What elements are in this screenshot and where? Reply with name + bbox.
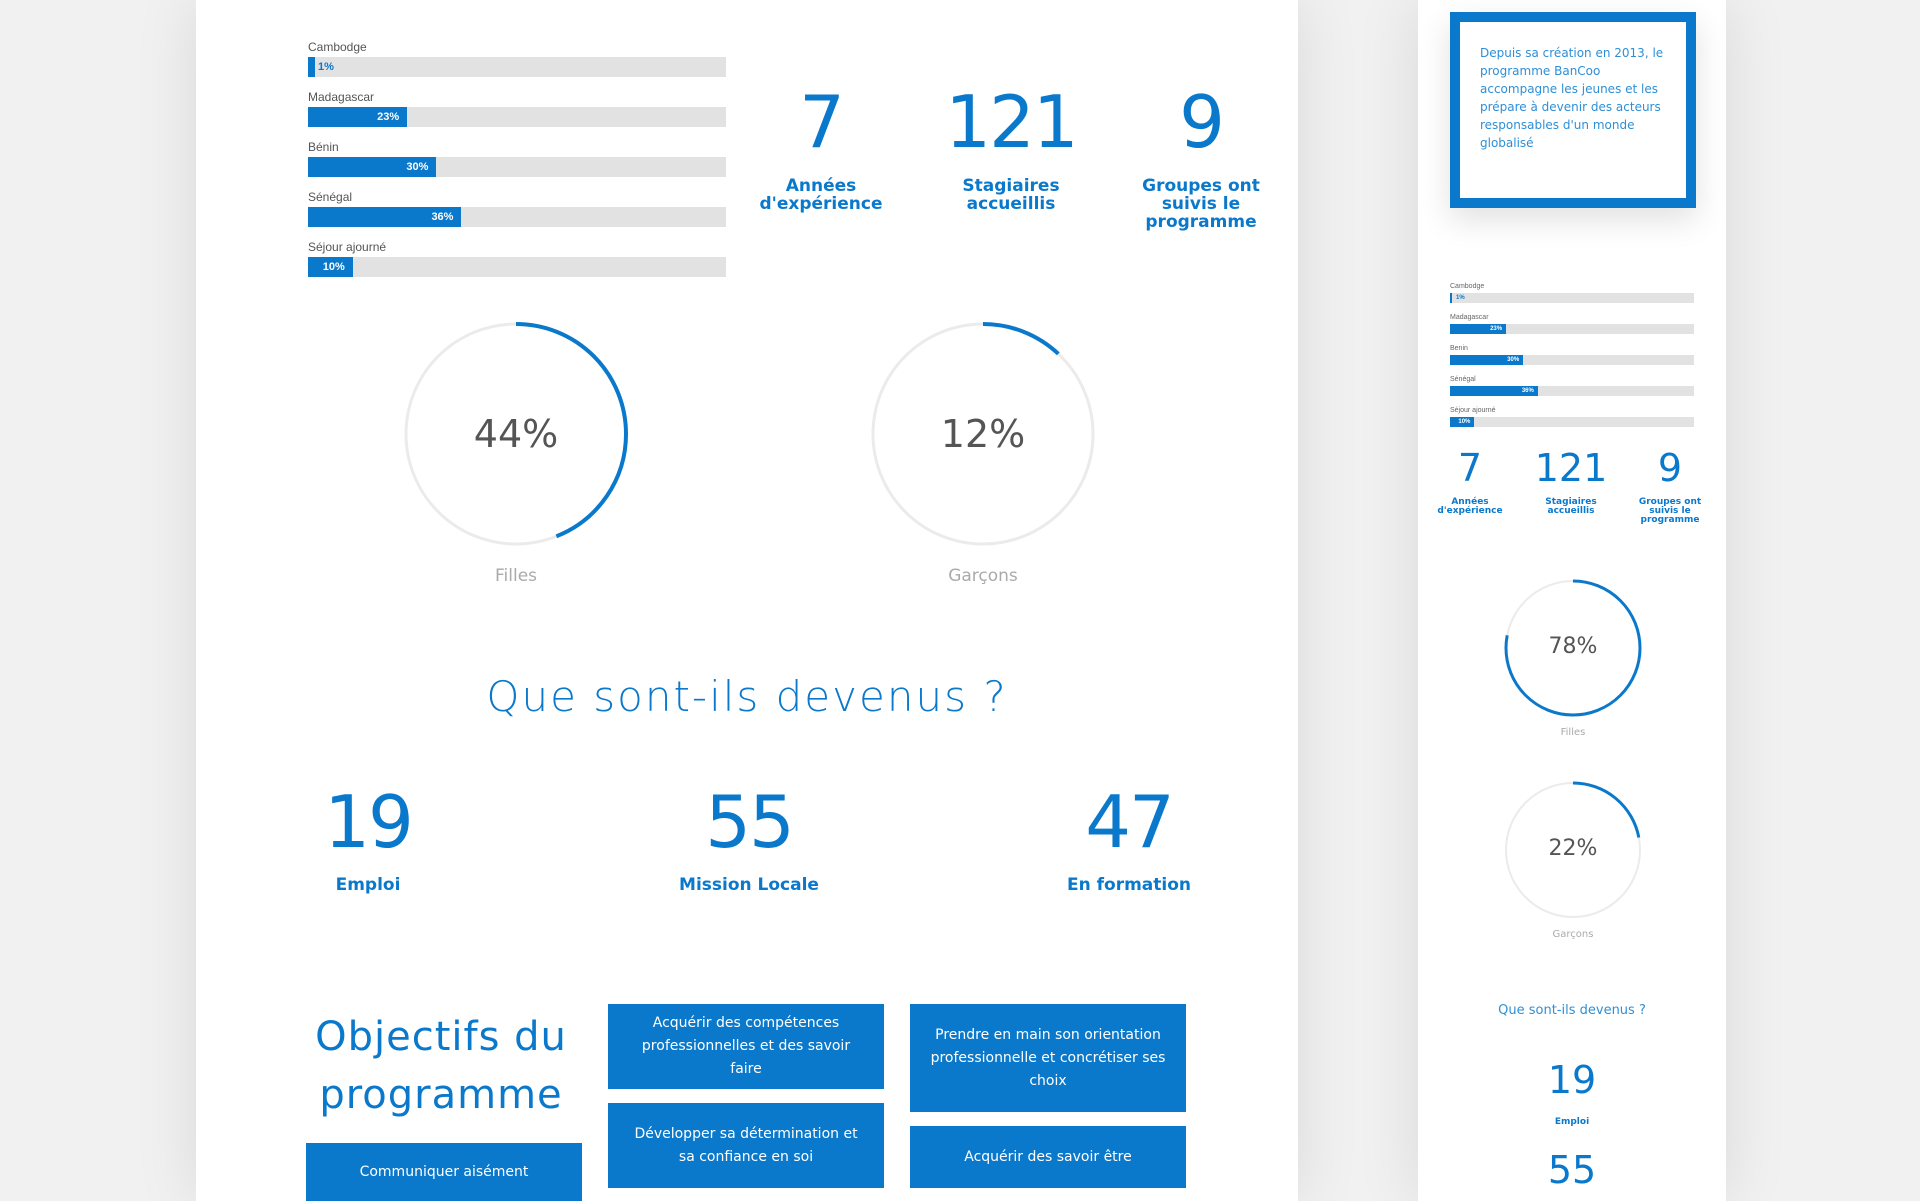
ring-progress: [1504, 579, 1642, 717]
stat-label-years: Années d'expérience: [759, 176, 883, 214]
bar-value: 23%: [377, 111, 400, 123]
bar-track: 1%: [308, 57, 726, 77]
bar-fill: 36%: [308, 207, 462, 227]
bar-value: 30%: [406, 161, 429, 173]
bar-label: Madagascar: [308, 90, 375, 104]
outcome-label-emploi: Emploi: [335, 875, 401, 895]
objective-card[interactable]: Développer sa détermination et sa confia…: [608, 1103, 884, 1188]
mobile-page: Depuis sa création en 2013, le programme…: [1418, 0, 1726, 1201]
stat-number-groups: 9: [1657, 446, 1683, 490]
bar-fill: [1450, 293, 1453, 303]
bar-label: Benin: [1450, 345, 1468, 352]
bar-fill: [308, 57, 316, 77]
ring-progress: [404, 322, 628, 546]
bar-value: 30%: [1507, 357, 1520, 363]
bar-label: Sénégal: [308, 190, 353, 204]
outcome-number-formation: 47: [1085, 780, 1175, 864]
bar-fill: 23%: [308, 107, 408, 127]
ring-label-filles: Filles: [494, 566, 538, 586]
ring-chart-garcons: [1504, 781, 1642, 919]
objectifs-title-line2: programme: [319, 1072, 563, 1118]
intro-text: Depuis sa création en 2013, le programme…: [1480, 46, 1664, 150]
objective-card[interactable]: Communiquer aisément: [306, 1143, 582, 1201]
bar-value: 10%: [1458, 419, 1471, 425]
bar-fill: 30%: [308, 157, 437, 177]
ring-label-garcons: Garçons: [948, 566, 1018, 586]
stat-label-groups: Groupes ont suivis le programme: [1142, 176, 1260, 232]
bar-value: 1%: [1456, 295, 1465, 301]
ring-percent-filles: 44%: [473, 412, 559, 456]
section-title-devenus: Que sont-ils devenus ?: [486, 672, 1008, 721]
ring-label-garcons: Garçons: [1552, 929, 1594, 940]
ring-label-filles: Filles: [1560, 727, 1586, 738]
bar-track: 1%: [1450, 293, 1694, 303]
objectifs-title-line1: Objectifs du: [315, 1014, 567, 1060]
ring-percent-garcons: 12%: [940, 412, 1026, 456]
bar-fill: 23%: [1450, 324, 1507, 334]
ring-percent-garcons: 22%: [1548, 836, 1598, 861]
objective-card[interactable]: Prendre en main son orientation professi…: [910, 1004, 1186, 1112]
ring-progress: [871, 322, 1095, 546]
stat-number-years: 7: [1457, 446, 1483, 490]
desktop-page: Cambodge 1% Madagascar 23% Bénin 30% Sén…: [196, 0, 1298, 1201]
intro-card-inner: Depuis sa création en 2013, le programme…: [1460, 22, 1686, 198]
bar-value: 10%: [322, 261, 345, 273]
outcome-number-emploi: 19: [324, 780, 414, 864]
bar-label: Sénégal: [1450, 376, 1476, 383]
bar-label: Madagascar: [1450, 314, 1489, 321]
bar-label: Cambodge: [1450, 283, 1485, 290]
ring-chart-filles: [1504, 579, 1642, 717]
stat-label-groups: Groupes ont suivis le programme: [1638, 497, 1702, 525]
stat-number-years: 7: [799, 80, 845, 164]
section-title-objectifs: Objectifs du programme: [296, 1008, 586, 1124]
objective-card[interactable]: Acquérir des compétences professionnelle…: [608, 1004, 884, 1089]
bar-track: 23%: [308, 107, 726, 127]
outcome-number-emploi: 19: [1547, 1058, 1597, 1102]
bar-fill: 10%: [1450, 417, 1475, 427]
bar-track: 36%: [1450, 386, 1694, 396]
ring-percent-filles: 78%: [1548, 634, 1598, 659]
bar-label: Cambodge: [308, 40, 367, 54]
bar-label: Séjour ajourné: [308, 240, 387, 254]
bar-track: 10%: [1450, 417, 1694, 427]
bar-fill: 30%: [1450, 355, 1524, 365]
bar-value: 36%: [431, 211, 454, 223]
bar-fill: 36%: [1450, 386, 1538, 396]
outcome-label-mission: Mission Locale: [679, 875, 819, 895]
ring-progress: [1504, 781, 1642, 919]
bar-value: 1%: [318, 61, 334, 73]
bar-label: Séjour ajourné: [1450, 407, 1496, 414]
outcome-number-mission: 55: [1547, 1148, 1597, 1192]
ring-chart-filles: [404, 322, 628, 546]
ring-chart-garcons: [871, 322, 1095, 546]
stat-number-trainees: 121: [1534, 446, 1608, 490]
bar-fill: 10%: [308, 257, 353, 277]
intro-card: Depuis sa création en 2013, le programme…: [1450, 12, 1696, 208]
section-title-devenus: Que sont-ils devenus ?: [1498, 1003, 1646, 1018]
bar-track: 36%: [308, 207, 726, 227]
bar-track: 30%: [1450, 355, 1694, 365]
stat-number-trainees: 121: [945, 80, 1078, 164]
bar-value: 36%: [1521, 388, 1534, 394]
bar-track: 30%: [308, 157, 726, 177]
outcome-label-formation: En formation: [1066, 875, 1191, 895]
objective-card[interactable]: Acquérir des savoir être: [910, 1126, 1186, 1188]
bar-track: 23%: [1450, 324, 1694, 334]
outcome-number-mission: 55: [705, 780, 795, 864]
stat-label-trainees: Stagiaires accueillis: [1545, 497, 1597, 516]
bar-value: 23%: [1490, 326, 1503, 332]
bar-label: Bénin: [308, 140, 339, 154]
bar-track: 10%: [308, 257, 726, 277]
stat-label-years: Années d'expérience: [1437, 497, 1503, 516]
stat-number-groups: 9: [1179, 80, 1225, 164]
stat-label-trainees: Stagiaires accueillis: [962, 176, 1060, 214]
outcome-label-emploi: Emploi: [1554, 1117, 1590, 1127]
